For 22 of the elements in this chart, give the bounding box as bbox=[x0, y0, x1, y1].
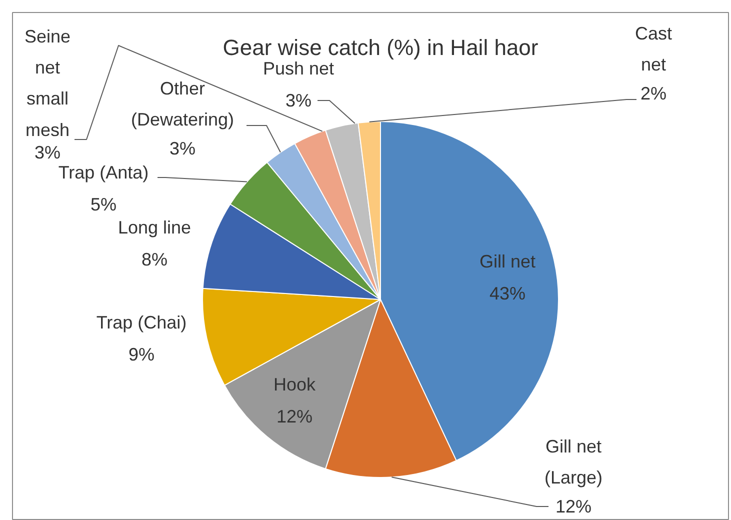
data-label: 12% bbox=[276, 406, 313, 426]
slice-label: Gill net bbox=[545, 436, 602, 456]
category-label: (Large) bbox=[544, 468, 603, 488]
slice-label: Other (Dewatering) bbox=[130, 78, 234, 130]
slice-label: Hook bbox=[273, 374, 317, 394]
data-label: 3% bbox=[285, 90, 312, 110]
data-label: 2% bbox=[640, 84, 667, 104]
slice-label: Trap (Anta) bbox=[58, 162, 149, 182]
slice-label: Seine net small mesh bbox=[24, 26, 71, 140]
slice-label: Gill net bbox=[479, 252, 536, 272]
data-label: 3% bbox=[34, 142, 61, 162]
data-label: 12% bbox=[555, 496, 592, 516]
slice-label: Long line bbox=[118, 218, 192, 238]
data-label: 43% bbox=[489, 284, 526, 304]
data-label: 5% bbox=[90, 194, 117, 214]
data-label: 3% bbox=[169, 138, 196, 158]
slice-label: Cast net bbox=[634, 24, 672, 75]
data-label: 9% bbox=[128, 344, 155, 364]
data-label: 8% bbox=[141, 250, 168, 270]
slice-label: Push net bbox=[262, 58, 334, 78]
chart-title: Gear wise catch (%) in Hail haor bbox=[222, 35, 538, 60]
slice-label: Trap (Chai) bbox=[96, 312, 187, 332]
